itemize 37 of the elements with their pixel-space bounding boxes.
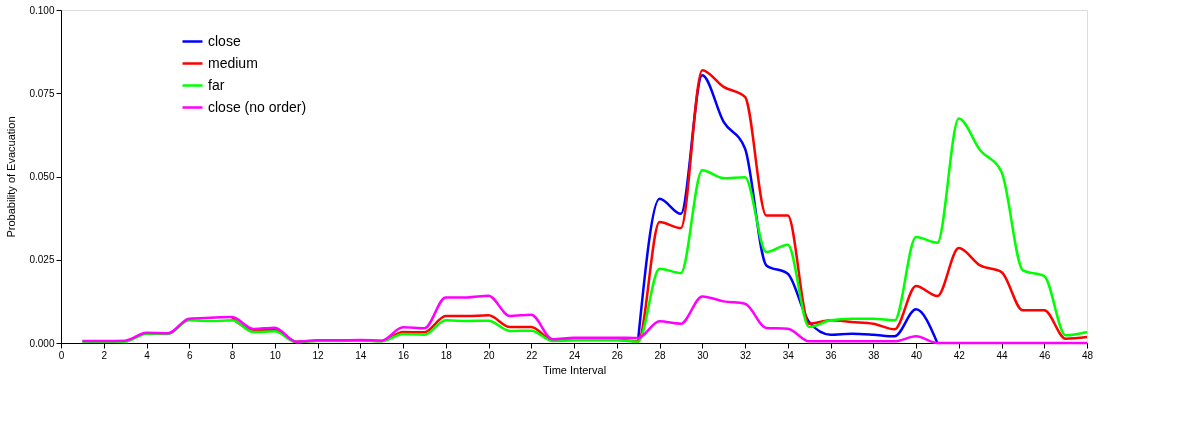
y-tick-label: 0.075	[29, 87, 55, 99]
x-tick-label: 38	[868, 349, 880, 361]
x-tick-label: 14	[355, 349, 367, 361]
x-tick-label: 32	[739, 349, 752, 361]
x-tick-label: 20	[483, 349, 495, 361]
x-tick-label: 22	[526, 349, 538, 361]
x-tick-label: 36	[825, 349, 837, 361]
line-series	[81, 294, 1089, 345]
legend-label: close	[208, 32, 241, 49]
y-tick-label: 0.025	[29, 254, 55, 266]
x-tick-label: 16	[397, 349, 410, 361]
x-tick-label: 28	[654, 349, 666, 361]
x-tick-label: 6	[186, 349, 193, 361]
x-tick-label: 30	[697, 349, 709, 361]
legend-label: far	[208, 76, 225, 93]
y-tick-label: 0.100	[29, 4, 55, 16]
x-tick-label: 26	[611, 349, 624, 361]
x-tick-label: 2	[101, 349, 108, 361]
x-tick-label: 48	[1081, 349, 1094, 361]
x-tick-label: 24	[568, 349, 581, 361]
x-tick-label: 4	[144, 349, 151, 361]
x-tick-label: 10	[269, 349, 282, 361]
x-tick-label: 12	[312, 349, 324, 361]
y-axis-title: Probability of Evacuation	[5, 116, 18, 238]
x-axis-title: Time Interval	[542, 363, 607, 376]
legend-label: close (no order)	[208, 98, 307, 115]
legend-label: medium	[208, 54, 258, 71]
x-tick-label: 0	[58, 349, 65, 361]
x-tick-label: 8	[229, 349, 236, 361]
x-tick-label: 40	[910, 349, 923, 361]
x-tick-label: 44	[996, 349, 1008, 361]
x-tick-label: 42	[953, 349, 966, 361]
y-tick-label: 0.000	[29, 337, 55, 349]
x-tick-label: 18	[440, 349, 453, 361]
x-tick-label: 34	[782, 349, 795, 361]
x-tick-label: 46	[1039, 349, 1051, 361]
y-tick-label: 0.050	[29, 171, 55, 182]
